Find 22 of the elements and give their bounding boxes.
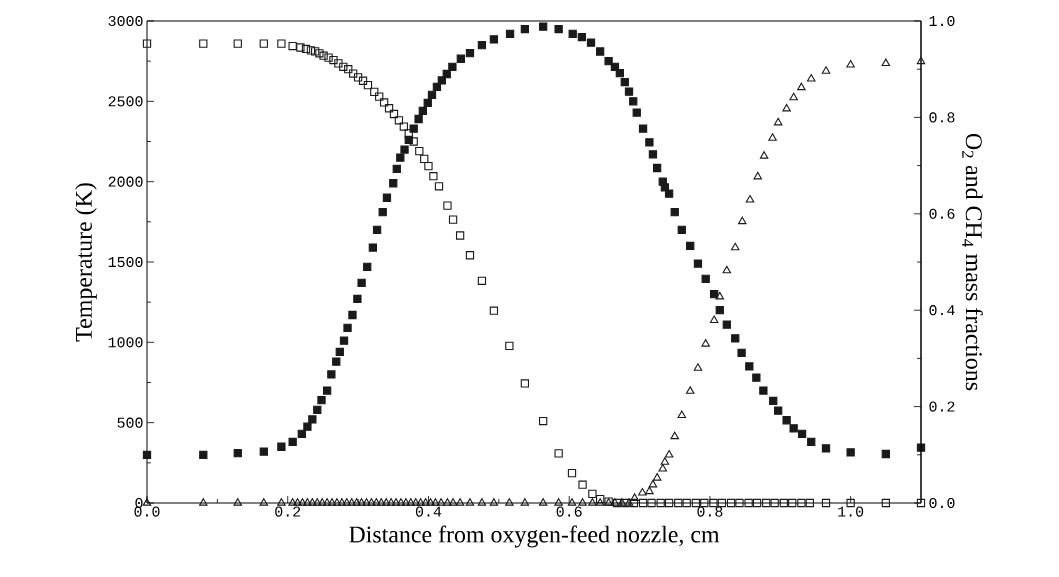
y-tick-label: 500 — [117, 417, 143, 428]
x-axis-title: Distance from oxygen-feed nozzle, cm — [349, 525, 720, 548]
y-tick-label: 2500 — [108, 96, 143, 107]
x-tick-label: 1.0 — [838, 506, 864, 517]
y2-tick-label: 1.0 — [929, 15, 955, 27]
y-tick-label: 1000 — [108, 337, 143, 348]
y-axis-title: Temperature (K) — [75, 183, 97, 342]
y2-tick-label: 0.8 — [929, 112, 955, 123]
y2-tick-label: 0.0 — [929, 497, 955, 509]
y2-tick-label: 0.2 — [929, 401, 955, 412]
y2-tick-label: 0.6 — [929, 208, 955, 219]
y-tick-label: 0 — [135, 497, 143, 509]
y2-tick-label: 0.4 — [929, 305, 955, 316]
x-tick-label: 0.2 — [275, 506, 301, 517]
y2-axis-title: O$_{2}$ and CH$_{4}$ mass fractions — [962, 133, 983, 391]
y-tick-label: 2000 — [108, 176, 143, 187]
x-tick-label: 0.4 — [415, 506, 442, 517]
x-tick-label: 0.6 — [556, 506, 582, 517]
x-tick-label: 0.0 — [134, 506, 160, 517]
x-tick-label: 0.8 — [697, 506, 723, 517]
y-tick-label: 1500 — [108, 256, 143, 268]
y-tick-label: 3000 — [108, 15, 143, 27]
